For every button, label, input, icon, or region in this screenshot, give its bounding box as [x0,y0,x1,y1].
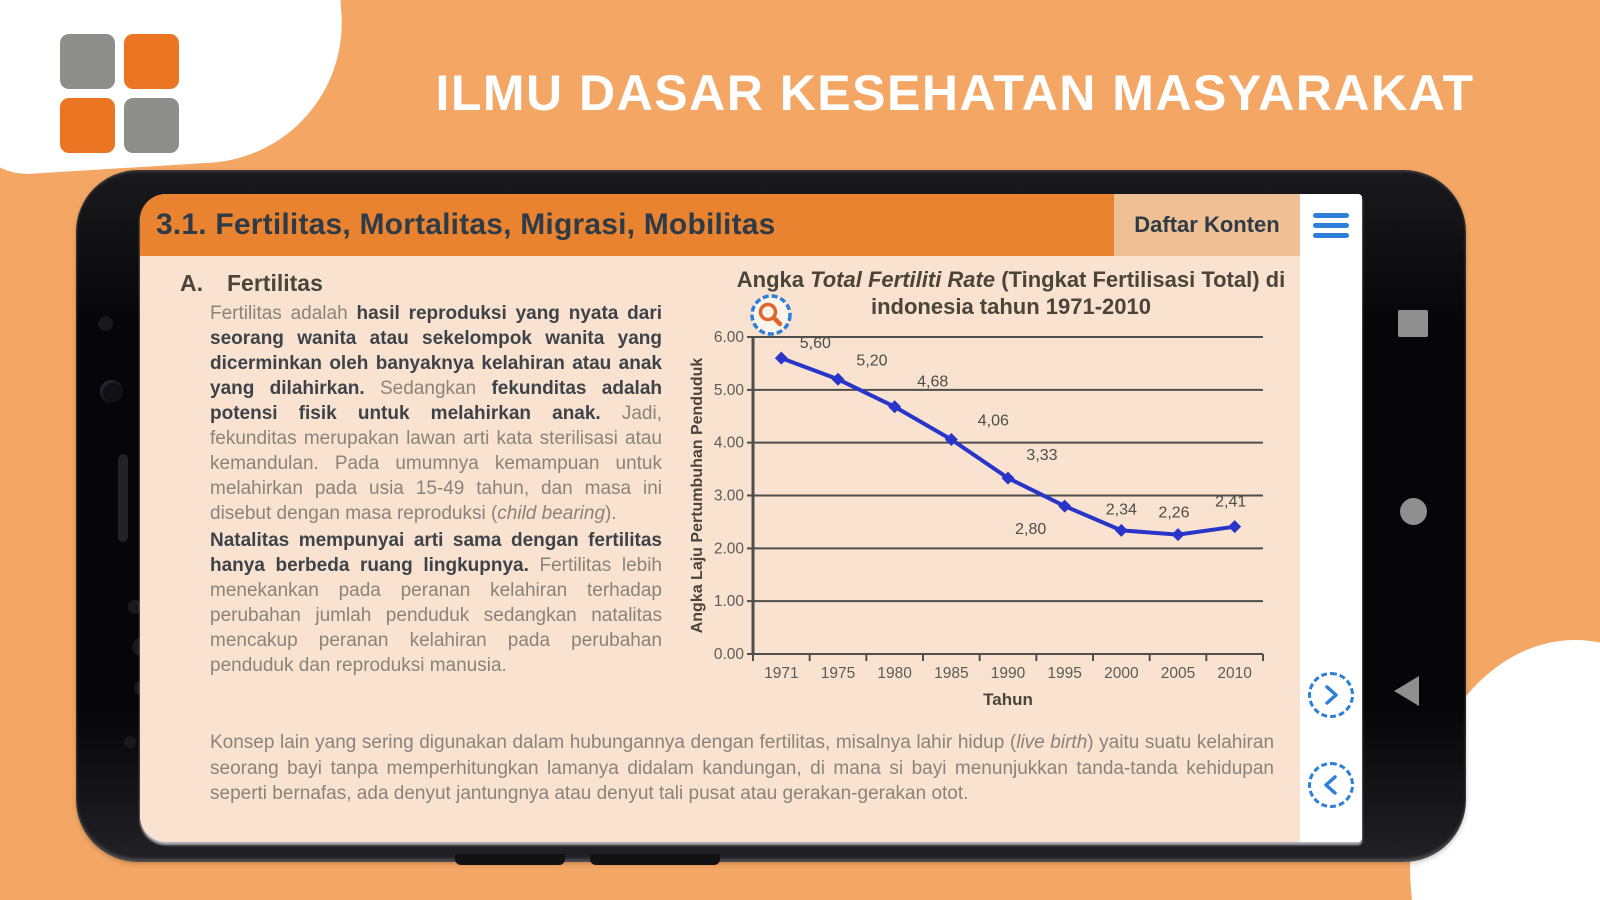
screen-main: 3.1. Fertilitas, Mortalitas, Migrasi, Mo… [140,194,1300,842]
section-titlebar: 3.1. Fertilitas, Mortalitas, Migrasi, Mo… [140,194,1300,256]
svg-text:4,68: 4,68 [917,374,948,391]
phone-camera-icon [100,380,123,403]
svg-text:2000: 2000 [1104,665,1139,682]
svg-text:5.00: 5.00 [714,382,745,399]
prev-page-button[interactable] [1308,762,1354,808]
chevron-left-icon [1324,775,1337,795]
svg-text:4,06: 4,06 [978,412,1009,429]
phone-speaker [118,454,128,542]
svg-text:5,60: 5,60 [800,335,831,352]
svg-text:Angka Laju Pertumbuhan Pendudu: Angka Laju Pertumbuhan Penduduk [689,358,706,634]
paragraph-fertilitas: Fertilitas adalah hasil reproduksi yang … [210,303,663,524]
phone-side-button [455,854,565,865]
app-screen: 3.1. Fertilitas, Mortalitas, Migrasi, Mo… [140,194,1362,842]
svg-text:1971: 1971 [764,665,798,682]
heading-text: Fertilitas [227,270,323,296]
svg-text:2.00: 2.00 [714,540,745,557]
sidebar-rail [1300,194,1362,842]
logo-square-orange [124,34,179,89]
svg-text:1985: 1985 [934,665,968,682]
phone-side-button [590,854,720,865]
text-column: A. Fertilitas Fertilitas adalah hasil re… [140,270,1300,678]
four-squares-logo [60,34,179,153]
svg-text:1980: 1980 [877,665,912,682]
svg-text:1975: 1975 [821,665,855,682]
phone-bezel-dot [124,736,136,748]
svg-text:3.00: 3.00 [714,488,745,505]
subsection-heading: A. Fertilitas [180,270,1300,297]
svg-text:4.00: 4.00 [714,435,745,452]
chart-title-prefix: Angka [736,267,811,292]
logo-square-gray [124,98,179,153]
heading-letter: A. [180,270,203,296]
chart-title: Angka Total Fertiliti Rate (Tingkat Fert… [688,266,1298,320]
svg-text:1.00: 1.00 [714,593,745,610]
phone-bezel-dot [128,600,142,614]
next-page-button[interactable] [1308,672,1354,718]
menu-icon[interactable] [1313,208,1349,243]
recents-square-icon[interactable] [1398,310,1428,337]
paragraph-konsep: Konsep lain yang sering digunakan dalam … [210,732,1275,804]
svg-text:Tahun: Tahun [983,690,1033,709]
page-title: ILMU DASAR KESEHATAN MASYARAKAT [435,65,1475,121]
fertility-chart-svg: 0.00 1.00 2.00 3.00 4.00 5.00 6.00 1971 1975 1980… [689,329,1264,709]
paragraph-natalitas: Natalitas mempunyai arti sama dengan fer… [210,530,662,676]
chart-title-suffix: (Tingkat Fertilisasi Total) di indonesia… [871,267,1286,319]
section-title: 3.1. Fertilitas, Mortalitas, Migrasi, Mo… [156,208,776,241]
svg-text:2,80: 2,80 [1015,521,1046,538]
logo-square-gray [60,34,115,89]
svg-text:6.00: 6.00 [714,329,745,346]
svg-text:1995: 1995 [1047,665,1081,682]
page-content: A. Fertilitas Fertilitas adalah hasil re… [140,256,1300,842]
svg-text:5,20: 5,20 [856,352,887,369]
phone-sensor-dot [98,316,113,331]
magnifier-icon[interactable] [748,292,794,338]
svg-text:1990: 1990 [991,665,1026,682]
svg-text:2,41: 2,41 [1215,494,1246,511]
back-triangle-icon[interactable] [1394,676,1419,706]
chart-title-italic: Total Fertiliti Rate [810,267,996,292]
svg-text:3,33: 3,33 [1026,447,1057,464]
svg-text:2005: 2005 [1161,665,1195,682]
svg-text:2,26: 2,26 [1158,505,1189,522]
logo-square-orange [60,98,115,153]
chevron-right-icon [1325,685,1338,705]
home-circle-icon[interactable] [1400,498,1427,525]
fertility-chart: Angka Total Fertiliti Rate (Tingkat Fert… [688,260,1298,716]
svg-text:0.00: 0.00 [714,646,745,663]
svg-text:2,34: 2,34 [1106,501,1137,518]
titlebar-left: 3.1. Fertilitas, Mortalitas, Migrasi, Mo… [140,194,1114,256]
svg-text:2010: 2010 [1217,665,1252,682]
daftar-konten-button[interactable]: Daftar Konten [1114,194,1300,256]
